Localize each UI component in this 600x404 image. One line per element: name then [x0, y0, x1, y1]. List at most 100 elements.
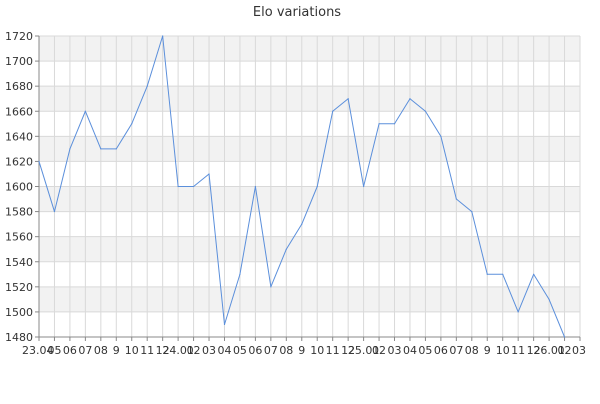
x-tick-label: 04: [403, 344, 417, 357]
data-point: [270, 286, 272, 288]
x-tick-label: 06: [248, 344, 262, 357]
data-point: [486, 273, 488, 275]
x-tick-label: 9: [298, 344, 305, 357]
x-tick-label: 10: [125, 344, 139, 357]
y-axis-ticks: 1480 1500 1520 1540 1560 1580 1600 1620 1640 1660…: [5, 30, 39, 344]
plot-band: [39, 311, 580, 337]
plot-band: [39, 36, 580, 62]
plot-band: [39, 136, 580, 162]
data-point: [131, 123, 133, 125]
y-tick-label: 1680: [5, 80, 33, 93]
y-tick-label: 1640: [5, 130, 33, 143]
x-tick-label: 10: [496, 344, 510, 357]
data-point: [563, 336, 566, 338]
data-point: [100, 148, 102, 150]
x-tick-label: 02: [187, 344, 201, 357]
data-point: [316, 185, 318, 188]
x-tick-label: 11: [140, 344, 154, 357]
data-point: [146, 85, 148, 87]
data-point: [38, 160, 40, 163]
data-point: [177, 185, 179, 188]
x-tick-label: 11: [326, 344, 340, 357]
data-point: [53, 210, 56, 213]
data-point: [363, 185, 365, 188]
data-point: [502, 273, 504, 275]
data-point: [533, 273, 535, 275]
plot-band: [39, 286, 580, 312]
x-tick-label: 12: [341, 344, 355, 357]
y-tick-label: 1500: [5, 306, 33, 319]
data-point: [424, 110, 427, 112]
x-tick-label: 06: [63, 344, 77, 357]
x-tick-label: 07: [78, 344, 92, 357]
x-tick-label: 9: [113, 344, 120, 357]
x-tick-label: 05: [418, 344, 432, 357]
data-point: [208, 173, 210, 175]
data-point: [301, 223, 303, 225]
x-tick-label: 24.01: [162, 344, 194, 357]
data-point: [254, 185, 256, 188]
x-tick-label: 26.01: [533, 344, 565, 357]
y-tick-label: 1620: [5, 155, 33, 168]
y-tick-label: 1600: [5, 181, 33, 194]
x-tick-label: 02: [372, 344, 386, 357]
data-point: [347, 98, 349, 100]
data-point: [239, 273, 241, 275]
data-point: [69, 148, 71, 150]
data-point: [378, 123, 380, 125]
series-group: [38, 35, 566, 338]
x-tick-label: 05: [47, 344, 61, 357]
plot-bands: [39, 36, 580, 337]
data-point: [440, 135, 442, 137]
x-tick-label: 07: [264, 344, 278, 357]
data-point: [162, 35, 164, 37]
data-point: [332, 110, 334, 112]
x-tick-label: 12: [156, 344, 170, 357]
data-point: [84, 110, 86, 112]
x-tick-label: 25.01: [348, 344, 380, 357]
data-point: [517, 311, 519, 313]
x-tick-label: 04: [217, 344, 231, 357]
data-point: [471, 210, 473, 213]
data-point: [115, 148, 117, 150]
data-point: [192, 185, 195, 188]
x-tick-label: 12: [527, 344, 541, 357]
x-tick-label: 03: [202, 344, 216, 357]
data-point: [393, 123, 396, 125]
y-tick-label: 1480: [5, 331, 33, 344]
y-tick-label: 1660: [5, 105, 33, 118]
plot-band: [39, 236, 580, 262]
y-tick-label: 1520: [5, 281, 33, 294]
x-tick-label: 08: [465, 344, 479, 357]
data-point: [409, 98, 411, 100]
plot-band: [39, 111, 580, 137]
x-tick-label: 9: [484, 344, 491, 357]
x-tick-label: 03: [388, 344, 402, 357]
plot-band: [39, 186, 580, 212]
plot-band: [39, 211, 580, 237]
y-tick-label: 1560: [5, 231, 33, 244]
y-tick-label: 1720: [5, 30, 33, 43]
data-point: [223, 323, 226, 326]
chart-title: Elo variations: [253, 5, 341, 20]
data-point: [455, 198, 457, 200]
x-tick-label: 11: [511, 344, 525, 357]
x-tick-label: 07: [449, 344, 463, 357]
y-tick-label: 1540: [5, 256, 33, 269]
plot-band: [39, 161, 580, 187]
x-tick-label: 06: [434, 344, 448, 357]
x-tick-label: 02: [558, 344, 572, 357]
x-tick-label: 08: [94, 344, 108, 357]
x-tick-label: 10: [310, 344, 324, 357]
y-tick-label: 1700: [5, 55, 33, 68]
data-point: [548, 298, 550, 300]
x-tick-label: 23.04: [22, 344, 54, 357]
y-tick-label: 1580: [5, 206, 33, 219]
plot-band: [39, 86, 580, 112]
data-point: [285, 248, 287, 250]
x-tick-label: 05: [233, 344, 247, 357]
x-tick-label: 08: [279, 344, 293, 357]
